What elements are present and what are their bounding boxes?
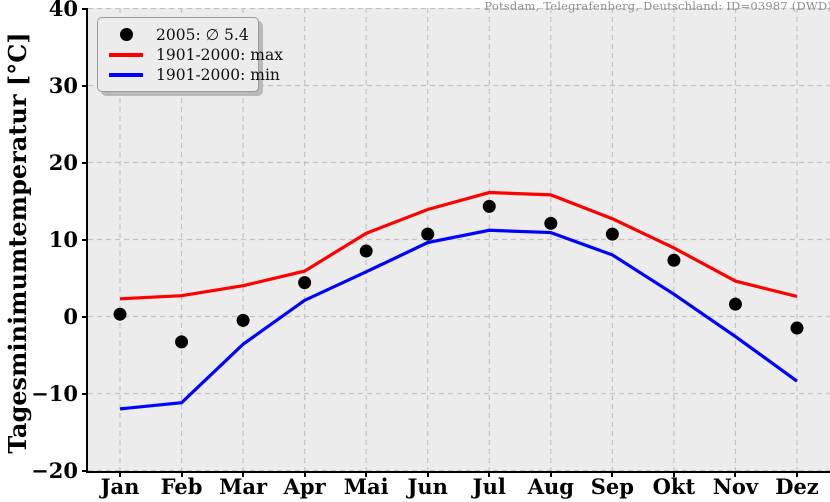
legend: 2005: ∅ 5.4 1901-2000: max 1901-2000: mi…: [97, 17, 283, 92]
x-tick-label: Mai: [343, 474, 389, 499]
legend-max-line-marker: [106, 52, 146, 57]
legend-label: 2005: ∅ 5.4: [156, 25, 249, 44]
series-line-min: [119, 228, 798, 411]
y-tick-label: 40: [48, 0, 78, 21]
x-tick-label: Aug: [527, 474, 574, 499]
x-tick-mark: [365, 471, 368, 477]
x-tick-label: Jun: [407, 474, 448, 499]
y-tick-label: 30: [48, 72, 78, 98]
x-axis-spine: [86, 471, 830, 473]
x-tick-mark: [734, 471, 737, 477]
legend-item-2005: 2005: ∅ 5.4: [106, 25, 249, 44]
data-point-2005: [728, 297, 742, 311]
x-tick-label: Apr: [283, 474, 326, 499]
data-point-2005: [298, 276, 312, 290]
x-tick-mark: [303, 471, 306, 477]
x-tick-mark: [549, 471, 552, 477]
x-tick-mark: [180, 471, 183, 477]
legend-label: 1901-2000: max: [156, 45, 283, 64]
y-tick-mark: [82, 392, 88, 395]
legend-item-max: 1901-2000: max: [106, 45, 283, 64]
y-tick-mark: [82, 469, 88, 472]
data-point-2005: [359, 244, 373, 258]
y-tick-mark: [82, 238, 88, 241]
x-tick-mark: [119, 471, 121, 477]
data-point-2005: [482, 199, 496, 213]
legend-min-line-marker: [106, 72, 146, 77]
y-tick-label: −20: [31, 457, 78, 483]
x-tick-label: Jan: [100, 474, 140, 499]
y-tick-mark: [82, 315, 88, 318]
data-point-2005: [605, 227, 619, 241]
series-line-max: [119, 190, 798, 301]
y-tick-label: 0: [63, 303, 78, 329]
data-point-2005: [175, 335, 189, 349]
data-point-2005: [544, 216, 558, 230]
station-label: Potsdam, Telegrafenberg, Deutschland: ID…: [484, 0, 830, 13]
x-tick-mark: [672, 471, 675, 477]
x-tick-mark: [488, 471, 491, 477]
x-tick-label: Okt: [652, 474, 696, 499]
x-tick-label: Jul: [472, 474, 506, 499]
y-tick-mark: [82, 161, 88, 164]
data-point-2005: [790, 321, 804, 335]
x-tick-mark: [242, 471, 245, 477]
x-tick-mark: [426, 471, 429, 477]
y-tick-label: −10: [31, 380, 78, 406]
data-point-2005: [113, 307, 127, 321]
data-point-2005: [667, 253, 681, 267]
x-tick-mark: [611, 471, 614, 477]
legend-dot-marker: [106, 28, 146, 41]
legend-label: 1901-2000: min: [156, 65, 280, 84]
x-tick-mark: [795, 471, 798, 477]
x-tick-label: Feb: [160, 474, 203, 499]
x-tick-label: Mar: [219, 474, 268, 499]
y-axis-spine: [86, 8, 88, 473]
legend-item-min: 1901-2000: min: [106, 65, 280, 84]
x-tick-label: Dez: [775, 474, 819, 499]
data-point-2005: [236, 313, 250, 327]
y-tick-mark: [82, 7, 88, 10]
y-tick-mark: [82, 84, 88, 87]
x-tick-label: Sep: [590, 474, 634, 499]
y-tick-label: 20: [48, 149, 78, 175]
chart-canvas: [88, 8, 830, 471]
x-tick-label: Nov: [712, 474, 759, 499]
y-tick-label: 10: [48, 226, 78, 252]
data-point-2005: [421, 227, 435, 241]
